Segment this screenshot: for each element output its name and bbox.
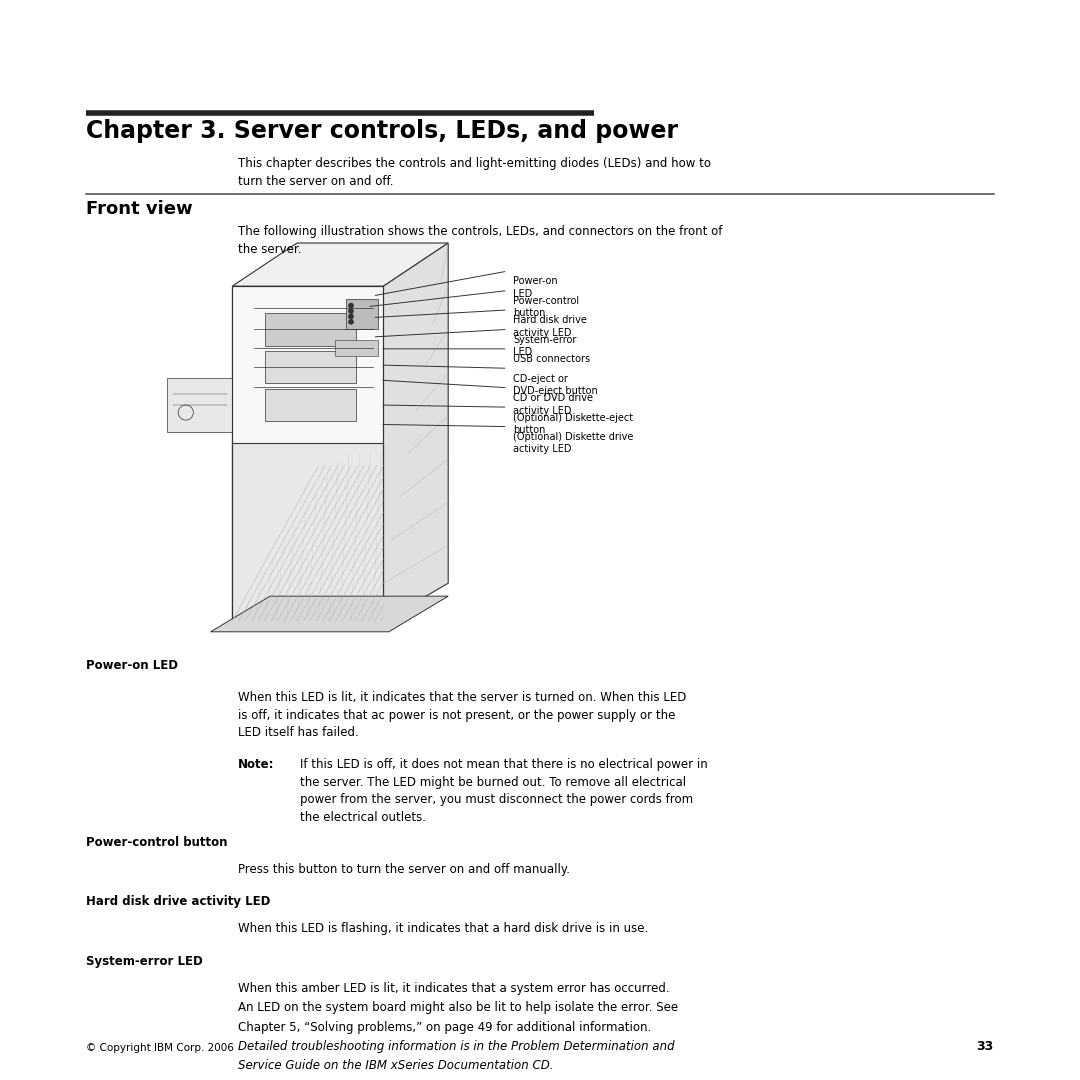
Text: (Optional) Diskette drive
activity LED: (Optional) Diskette drive activity LED <box>513 432 633 455</box>
Text: Hard disk drive activity LED: Hard disk drive activity LED <box>86 895 271 908</box>
Text: System-error LED: System-error LED <box>86 955 203 968</box>
Text: Power-on LED: Power-on LED <box>86 659 178 672</box>
Text: Chapter 3. Server controls, LEDs, and power: Chapter 3. Server controls, LEDs, and po… <box>86 119 678 143</box>
Text: When this LED is flashing, it indicates that a hard disk drive is in use.: When this LED is flashing, it indicates … <box>238 922 648 935</box>
Polygon shape <box>232 243 448 286</box>
Bar <box>265 313 356 346</box>
Text: System-error
LED: System-error LED <box>513 335 577 357</box>
Text: This chapter describes the controls and light-emitting diodes (LEDs) and how to
: This chapter describes the controls and … <box>238 157 711 188</box>
Text: Service Guide on the IBM xSeries Documentation CD.: Service Guide on the IBM xSeries Documen… <box>238 1059 553 1072</box>
Text: 33: 33 <box>976 1040 994 1053</box>
Text: Note:: Note: <box>238 758 274 771</box>
Text: Power-control
button: Power-control button <box>513 296 579 319</box>
Circle shape <box>349 320 353 324</box>
Circle shape <box>349 303 353 308</box>
Text: When this amber LED is lit, it indicates that a system error has occurred.: When this amber LED is lit, it indicates… <box>238 982 670 995</box>
Text: If this LED is off, it does not mean that there is no electrical power in
the se: If this LED is off, it does not mean tha… <box>300 758 708 824</box>
Circle shape <box>349 309 353 313</box>
Polygon shape <box>211 596 448 632</box>
Text: Hard disk drive
activity LED: Hard disk drive activity LED <box>513 315 586 338</box>
Text: When this LED is lit, it indicates that the server is turned on. When this LED
i: When this LED is lit, it indicates that … <box>238 691 686 739</box>
Text: Power-on
LED: Power-on LED <box>513 276 557 299</box>
Text: Press this button to turn the server on and off manually.: Press this button to turn the server on … <box>238 863 569 876</box>
Polygon shape <box>232 286 383 621</box>
Text: Power-control button: Power-control button <box>86 836 228 849</box>
Bar <box>265 389 356 421</box>
Text: Front view: Front view <box>86 200 193 218</box>
Polygon shape <box>383 243 448 621</box>
Bar <box>265 351 356 383</box>
Text: USB connectors: USB connectors <box>513 354 590 364</box>
Text: © Copyright IBM Corp. 2006: © Copyright IBM Corp. 2006 <box>86 1043 234 1053</box>
Text: An LED on the system board might also be lit to help isolate the error. See: An LED on the system board might also be… <box>238 1001 678 1014</box>
Text: CD or DVD drive
activity LED: CD or DVD drive activity LED <box>513 393 593 416</box>
Text: Detailed troubleshooting information is in the Problem Determination and: Detailed troubleshooting information is … <box>238 1040 674 1053</box>
Text: Chapter 5, “Solving problems,” on page 49 for additional information.: Chapter 5, “Solving problems,” on page 4… <box>238 1021 651 1034</box>
Text: (Optional) Diskette-eject
button: (Optional) Diskette-eject button <box>513 413 633 435</box>
Bar <box>335 340 378 356</box>
Text: CD-eject or
DVD-eject button: CD-eject or DVD-eject button <box>513 374 597 396</box>
Polygon shape <box>232 443 383 621</box>
Polygon shape <box>167 378 232 432</box>
Circle shape <box>349 314 353 319</box>
Bar <box>346 299 378 329</box>
Text: The following illustration shows the controls, LEDs, and connectors on the front: The following illustration shows the con… <box>238 225 721 256</box>
